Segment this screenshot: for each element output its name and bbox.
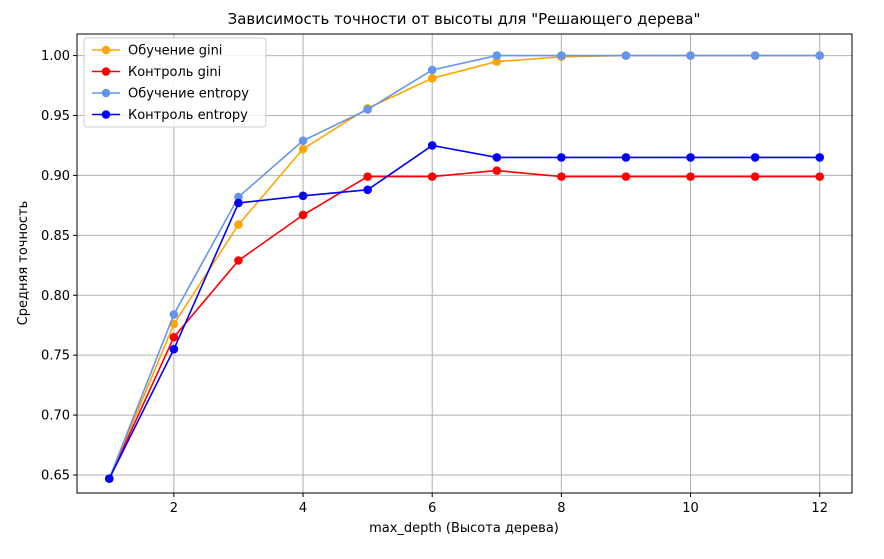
legend-label: Обучение gini [128,44,222,59]
data-point [169,344,179,354]
data-point [686,153,695,162]
y-axis-title: Средняя точность [16,201,31,326]
legend-marker [101,45,111,55]
y-tick-label: 0.80 [41,289,70,304]
data-point [492,57,502,66]
data-point [492,166,502,175]
data-point [750,51,760,60]
series-layer [104,51,825,483]
data-point [621,51,631,60]
data-point [298,210,308,220]
x-tick-label: 6 [428,501,436,516]
data-point [686,172,695,181]
x-axis-title: max_depth (Высота дерева) [369,521,559,536]
data-point [492,153,502,162]
data-point [557,172,566,181]
legend-label: Контроль gini [128,65,221,80]
legend-label: Контроль entropy [128,108,248,123]
data-point [686,51,695,60]
x-tick-label: 2 [170,501,178,516]
data-point [557,153,566,162]
legend-label: Обучение entropy [128,87,249,102]
data-point [621,153,631,162]
series-4 [104,141,825,483]
legend: Обучение gini Контроль gini Обучение entro… [83,37,267,128]
chart-title: Зависимость точности от высоты для "Реша… [228,10,701,28]
data-point [104,474,114,483]
data-point [234,192,243,202]
data-point [234,256,243,265]
data-point [621,172,631,181]
legend-marker [101,67,111,76]
x-axis-ticks: 2 4 6 8 10 12 [170,493,828,516]
x-tick-label: 8 [557,501,565,516]
data-point [298,136,308,145]
x-tick-label: 10 [682,501,699,516]
grid [77,34,852,493]
plot-frame [76,33,853,494]
data-point [427,65,437,75]
legend-item: Контроль gini [92,65,221,80]
data-point [750,172,760,181]
x-tick-label: 4 [299,501,307,516]
data-point [234,220,243,229]
legend-marker [101,110,111,119]
legend-box [83,37,267,128]
series-line [108,54,820,479]
data-point [298,191,308,201]
y-tick-label: 0.90 [41,169,70,184]
y-tick-label: 1.00 [41,49,70,64]
legend-item: Контроль entropy [92,108,248,123]
data-point [750,153,760,162]
legend-item: Обучение entropy [92,87,249,102]
data-point [234,198,243,208]
data-point [363,172,372,181]
data-point [427,141,437,150]
data-point [427,74,437,83]
y-tick-label: 0.95 [41,109,70,124]
data-point [815,153,825,162]
series-2 [104,166,825,483]
x-tick-label: 12 [811,501,828,516]
y-tick-label: 0.65 [41,469,70,484]
data-point [169,310,179,319]
data-point [557,51,566,60]
data-point [363,105,372,114]
data-point [169,332,179,342]
data-point [298,144,308,154]
y-axis-ticks: 0.65 0.70 0.75 0.80 0.85 0.90 0.95 1.00 [41,49,77,484]
data-point [492,51,502,60]
data-point [363,185,372,195]
series-line [108,169,820,479]
data-point [427,172,437,181]
data-point [815,51,825,60]
y-tick-label: 0.70 [41,409,70,424]
legend-marker [101,88,111,98]
y-tick-label: 0.85 [41,229,70,244]
data-point [815,172,825,181]
series-line [108,144,820,479]
legend-item: Обучение gini [92,44,222,59]
y-tick-label: 0.75 [41,349,70,364]
